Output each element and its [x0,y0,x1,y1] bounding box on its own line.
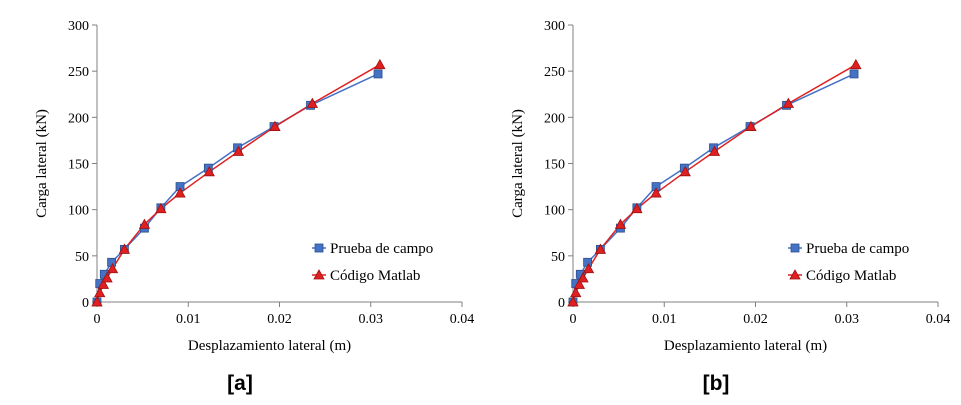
series-line-matlab [96,64,381,303]
panel-label-a: [a] [227,372,253,395]
data-point-matlab [232,145,245,156]
y-tick-label: 100 [68,204,89,219]
x-tick-label: 0.01 [176,312,201,327]
data-point-matlab [91,296,103,307]
data-point-matlab [850,58,862,70]
data-point-matlab [631,202,643,214]
x-axis-title: Desplazamiento lateral (m) [664,338,827,354]
y-axis-title: Carga lateral (kN) [34,109,50,218]
x-tick-label: 0.02 [267,312,292,327]
data-point-matlab [708,145,721,156]
y-tick-label: 150 [68,158,89,173]
data-point-matlab [567,296,579,307]
data-point-matlab [594,243,607,254]
x-tick-label: 0 [94,312,101,327]
chart-a: 0 50 100 150 200 250 300 0 0.01 0.02 0.03 0.04 Despl… [34,19,475,354]
y-tick-label: 250 [68,65,89,80]
y-tick-label: 50 [75,250,89,265]
legend-label-prueba: Prueba de campo [806,241,909,257]
data-point-matlab [306,97,319,108]
y-tick-label: 300 [68,19,89,34]
y-tick-label: 50 [551,250,565,265]
data-point-matlab [101,272,113,283]
data-point-matlab [573,278,586,289]
data-point-matlab [679,165,691,177]
x-tick-label: 0.03 [359,312,384,327]
x-axis-title: Desplazamiento lateral (m) [188,338,351,354]
data-point-matlab [614,218,627,229]
data-point-matlab [269,120,281,131]
data-point-matlab [782,97,795,108]
legend-label-prueba: Prueba de campo [330,241,433,257]
data-point-matlab [174,187,186,198]
y-tick-label: 0 [558,296,565,311]
data-point-matlab [745,120,757,131]
data-point-matlab [577,272,589,283]
x-tick-label: 0 [570,312,577,327]
x-tick-label: 0.04 [926,312,951,327]
y-tick-label: 150 [544,158,565,173]
legend-label-matlab: Código Matlab [330,268,420,284]
data-point-matlab [650,187,662,198]
data-point-matlab [570,286,582,298]
data-point-matlab [97,278,110,289]
y-axis-title: Carga lateral (kN) [510,109,526,218]
legend-marker-prueba [314,243,324,253]
y-tick-label: 100 [544,204,565,219]
data-point-matlab [138,218,151,229]
data-point-prueba [373,69,383,79]
data-point-matlab [374,58,386,70]
y-tick-label: 0 [82,296,89,311]
data-point-prueba [849,69,859,79]
chart-panel-a: 0 50 100 150 200 250 300 0 0.01 0.02 0.03 0.04 Despl… [0,0,480,405]
y-tick-label: 300 [544,19,565,34]
data-point-matlab [582,262,595,274]
legend-label-matlab: Código Matlab [806,268,896,284]
y-tick-label: 200 [68,111,89,126]
data-point-matlab [203,165,215,177]
data-point-matlab [106,262,119,274]
x-tick-label: 0.04 [450,312,475,327]
x-tick-label: 0.01 [652,312,677,327]
data-point-matlab [94,286,106,298]
legend-marker-matlab [789,269,801,280]
panel-label-b: [b] [702,372,730,395]
legend-marker-prueba [790,243,800,253]
data-point-matlab [118,243,131,254]
x-tick-label: 0.02 [743,312,768,327]
y-tick-label: 250 [544,65,565,80]
data-point-matlab [155,202,167,214]
legend-marker-matlab [313,269,325,280]
chart-b: 0 50 100 150 200 250 300 0 0.01 0.02 0.03 0.04 Despl… [510,19,951,354]
series-line-matlab [572,64,857,303]
x-tick-label: 0.03 [835,312,860,327]
chart-panel-b: 0 50 100 150 200 250 300 0 0.01 0.02 0.03 0.04 Despl… [476,0,956,405]
y-tick-label: 200 [544,111,565,126]
